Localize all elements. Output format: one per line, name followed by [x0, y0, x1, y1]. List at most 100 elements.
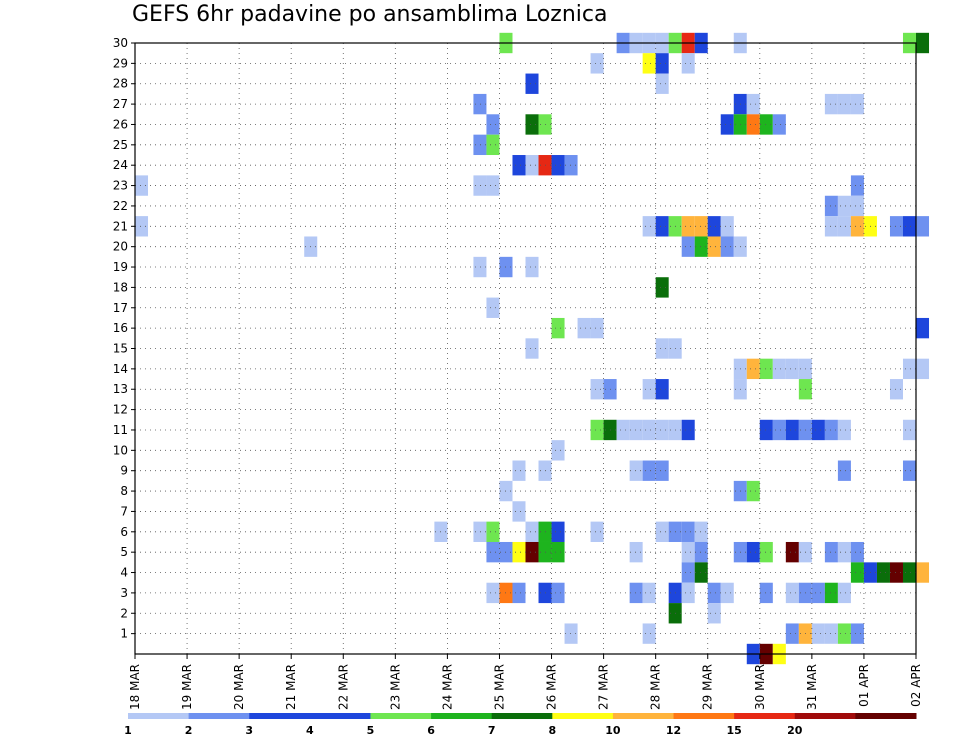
heatmap-cell: [486, 297, 500, 318]
heatmap-cell: [850, 623, 864, 644]
heatmap-cell: [655, 73, 669, 94]
y-tick-label: 16: [113, 321, 128, 335]
y-tick-label: 12: [113, 403, 128, 417]
heatmap-cell: [916, 358, 930, 380]
heatmap-cell: [486, 582, 500, 604]
heatmap-cell: [473, 521, 487, 542]
heatmap-cell: [694, 541, 708, 563]
heatmap-cell: [681, 419, 695, 441]
x-tick-label: 22 MAR: [336, 664, 350, 710]
colorbar-label: 4: [306, 724, 314, 737]
heatmap-cell: [681, 216, 695, 237]
x-tick-label: 29 MAR: [701, 664, 715, 710]
heatmap-cell: [655, 419, 669, 441]
heatmap-cell: [525, 155, 539, 176]
heatmap-cell: [655, 460, 669, 481]
heatmap-cell: [759, 419, 773, 441]
y-tick-label: 13: [113, 382, 128, 396]
heatmap-cell: [629, 541, 643, 563]
heatmap-cell: [551, 541, 565, 563]
heatmap-cell: [824, 623, 838, 644]
heatmap-cell: [889, 216, 903, 237]
x-tick-label: 19 MAR: [180, 664, 194, 710]
x-tick-label: 30 MAR: [753, 664, 767, 710]
heatmap-cell: [824, 541, 838, 563]
heatmap-cell: [694, 236, 708, 257]
heatmap-cell: [473, 93, 487, 115]
heatmap-cell: [590, 53, 604, 74]
heatmap-cell: [759, 358, 773, 380]
heatmap-cell: [655, 338, 669, 359]
heatmap-cell: [642, 216, 656, 237]
y-tick-label: 23: [113, 179, 128, 193]
heatmap-cell: [681, 562, 695, 583]
heatmap-cell: [916, 562, 930, 583]
x-tick-label: 26 MAR: [545, 664, 559, 710]
heatmap-cell: [135, 216, 149, 237]
heatmap-cell: [590, 379, 604, 400]
heatmap-cell: [850, 541, 864, 563]
heatmap-cell: [642, 419, 656, 441]
heatmap-cell: [720, 236, 734, 257]
heatmap-cell: [629, 582, 643, 604]
heatmap-cell: [525, 73, 539, 94]
y-tick-label: 1: [120, 627, 128, 641]
y-tick-label: 18: [113, 280, 128, 294]
heatmap-cell: [512, 460, 526, 481]
heatmap-cell: [811, 623, 825, 644]
colorbar-label: 6: [427, 724, 435, 737]
y-tick-label: 14: [113, 362, 128, 376]
heatmap-cell: [902, 460, 916, 481]
heatmap-cell: [759, 114, 773, 135]
y-tick-label: 25: [113, 138, 128, 152]
colorbar-swatch: [309, 713, 371, 719]
heatmap-cell: [889, 562, 903, 583]
heatmap-cell: [655, 53, 669, 74]
colorbar-swatch: [431, 713, 493, 719]
y-tick-label: 10: [113, 443, 128, 457]
heatmap-cell: [473, 175, 487, 196]
heatmap-cell: [642, 582, 656, 604]
y-tick-label: 27: [113, 97, 128, 111]
heatmap-cell: [616, 419, 630, 441]
heatmap-cell: [486, 541, 500, 563]
y-tick-label: 30: [113, 36, 128, 50]
heatmap-cell: [720, 114, 734, 135]
heatmap-cell: [681, 541, 695, 563]
heatmap-cell: [759, 582, 773, 604]
y-tick-label: 20: [113, 240, 128, 254]
heatmap-cell: [772, 419, 786, 441]
heatmap-cell: [837, 460, 851, 481]
heatmap-cell: [577, 317, 591, 339]
heatmap-cell: [681, 236, 695, 257]
heatmap-cell: [916, 317, 930, 339]
heatmap-cell: [837, 195, 851, 217]
heatmap-cell: [707, 582, 721, 604]
y-tick-label: 2: [120, 606, 128, 620]
heatmap-cell: [642, 53, 656, 74]
colorbar-label: 8: [548, 724, 556, 737]
heatmap-cell: [551, 440, 565, 461]
x-tick-label: 02 APR: [909, 664, 923, 707]
heatmap-cell: [902, 216, 916, 237]
colorbar-swatch: [188, 713, 250, 719]
heatmap-cell: [837, 582, 851, 604]
heatmap-cell: [551, 521, 565, 542]
heatmap-cell: [850, 93, 864, 115]
heatmap-cell: [824, 419, 838, 441]
heatmap-cell: [850, 216, 864, 237]
heatmap-cell: [655, 521, 669, 542]
heatmap-cell: [811, 419, 825, 441]
heatmap-cell: [772, 358, 786, 380]
x-tick-label: 23 MAR: [388, 664, 402, 710]
y-tick-label: 8: [120, 484, 128, 498]
heatmap-cell: [642, 460, 656, 481]
heatmap-cell: [629, 460, 643, 481]
colorbar-swatch: [734, 713, 796, 719]
heatmap-cell: [551, 317, 565, 339]
colorbar-swatch: [128, 713, 190, 719]
colorbar-label: 5: [367, 724, 375, 737]
colorbar-label: 15: [726, 724, 741, 737]
heatmap-cell: [876, 562, 890, 583]
